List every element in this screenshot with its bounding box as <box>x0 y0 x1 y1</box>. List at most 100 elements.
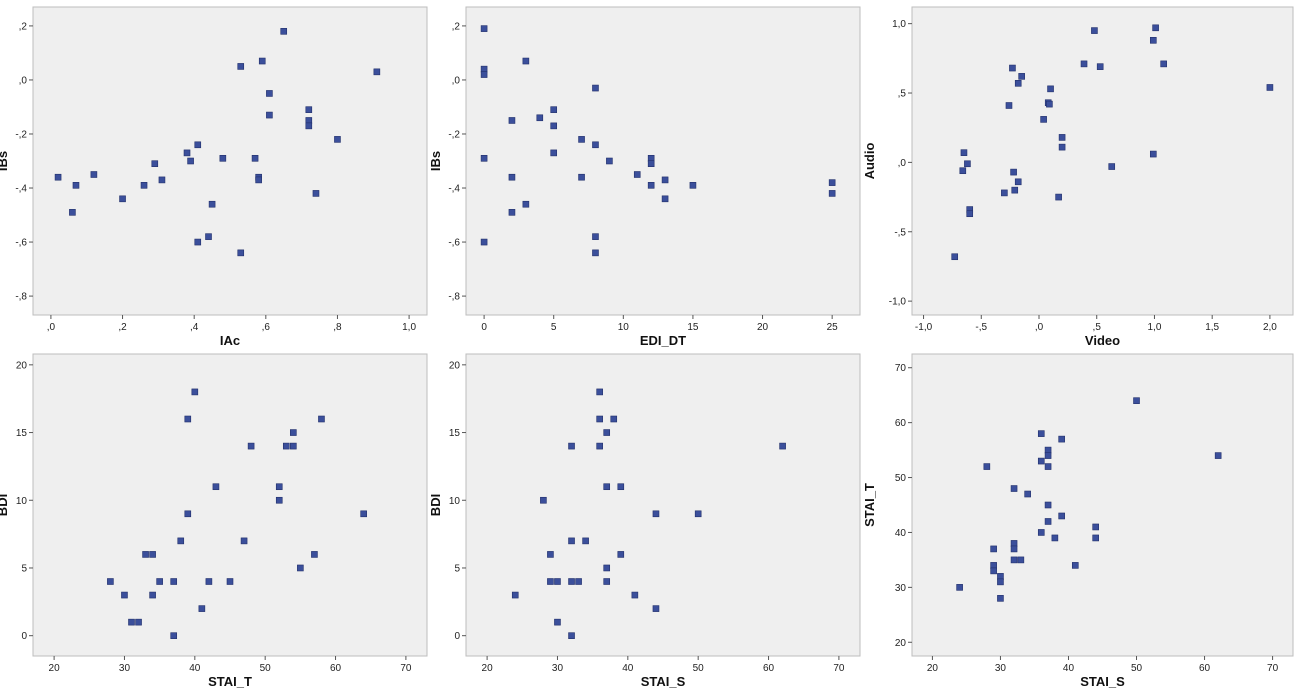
data-point <box>255 176 262 184</box>
data-point <box>964 160 971 168</box>
scatter-plot: 0 5 10 15 20 25 ,2 ,0 -,2 -,4 -,6 -,8 EDI_DT IBs <box>428 6 861 348</box>
data-point <box>603 578 611 585</box>
data-point <box>1058 435 1065 443</box>
data-point <box>578 136 585 143</box>
y-tick-label: 30 <box>895 583 907 594</box>
data-point <box>997 578 1004 586</box>
y-tick-label: 0 <box>454 631 460 642</box>
y-axis-title: IBs <box>0 151 10 171</box>
x-tick-label: 10 <box>618 322 630 333</box>
data-point <box>596 442 603 450</box>
x-axis-title: IAc <box>220 333 240 348</box>
x-tick-label: ,2 <box>118 322 127 333</box>
y-tick-label: 0 <box>21 631 27 642</box>
plot-area <box>465 353 861 657</box>
x-tick-label: 30 <box>552 663 564 674</box>
data-point <box>1152 24 1159 32</box>
data-point <box>184 510 192 518</box>
x-tick-label: 1,0 <box>402 322 416 333</box>
data-point <box>652 510 660 518</box>
data-point <box>1014 80 1022 87</box>
data-point <box>1160 60 1167 68</box>
data-point <box>578 173 585 181</box>
x-tick-label: 70 <box>1267 663 1279 674</box>
data-point <box>205 578 213 585</box>
data-point <box>997 595 1004 602</box>
y-tick-label: ,2 <box>19 21 28 32</box>
data-point <box>828 190 836 197</box>
data-point <box>540 496 547 504</box>
scatter-plot: ,0 ,2 ,4 ,6 ,8 1,0 ,2 ,0 -,2 -,4 -,6 -,8 IAc IBs <box>0 6 428 348</box>
data-point <box>290 429 297 436</box>
data-point <box>1266 84 1274 91</box>
data-point <box>647 154 655 162</box>
data-point <box>1024 490 1031 498</box>
x-tick-label: 20 <box>927 663 939 674</box>
data-point <box>1096 63 1104 70</box>
data-point <box>219 154 227 162</box>
data-point <box>1005 102 1013 109</box>
data-point <box>990 567 997 575</box>
data-point <box>1214 452 1222 459</box>
x-tick-label: 20 <box>482 663 494 674</box>
data-point <box>603 483 611 491</box>
data-point <box>575 578 582 585</box>
x-tick-label: ,0 <box>1035 322 1044 333</box>
plot-area <box>465 6 861 316</box>
y-axis-title: Audio <box>862 143 877 180</box>
data-point <box>212 483 220 491</box>
data-point <box>1010 485 1018 492</box>
data-point <box>1011 186 1019 194</box>
data-point <box>194 141 202 149</box>
data-point <box>1058 134 1066 141</box>
data-point <box>610 415 618 423</box>
data-point <box>107 578 114 585</box>
y-tick-label: 20 <box>449 360 461 371</box>
data-point <box>1058 143 1066 151</box>
data-point <box>54 173 62 181</box>
data-point <box>1010 168 1017 176</box>
scatter-panel-video-audio: -1,0 -,5 ,0 ,5 1,0 1,5 2,0 1,0 ,5 ,0 -,5 -1,0 Video A… <box>862 0 1300 349</box>
data-point <box>596 415 603 423</box>
y-tick-label: 5 <box>454 563 460 574</box>
x-tick-label: 70 <box>400 663 412 674</box>
data-point <box>522 200 530 208</box>
data-point <box>568 578 575 585</box>
data-point <box>275 483 283 491</box>
x-tick-label: 40 <box>622 663 634 674</box>
data-point <box>312 190 320 197</box>
data-point <box>592 233 599 240</box>
data-point <box>596 388 603 396</box>
data-point <box>617 551 625 558</box>
x-axis-title: STAI_S <box>1080 674 1125 689</box>
data-point <box>959 167 967 175</box>
plot-area <box>911 353 1294 657</box>
y-tick-label: -,2 <box>448 129 460 140</box>
data-point <box>184 415 192 423</box>
data-point <box>198 605 206 612</box>
data-point <box>119 195 126 203</box>
data-point <box>1092 534 1099 542</box>
data-point <box>694 510 702 518</box>
data-point <box>508 117 516 124</box>
x-tick-label: ,4 <box>190 322 199 333</box>
data-point <box>142 551 149 558</box>
data-point <box>956 584 963 591</box>
data-point <box>1044 446 1052 454</box>
data-point <box>1009 64 1016 72</box>
data-point <box>951 253 959 261</box>
data-point <box>1051 534 1059 542</box>
data-point <box>170 578 178 585</box>
data-point <box>135 618 142 626</box>
data-point <box>258 57 266 65</box>
y-tick-label: 60 <box>895 418 907 429</box>
y-tick-label: 70 <box>895 363 907 374</box>
x-tick-label: 50 <box>693 663 705 674</box>
data-point <box>568 537 575 545</box>
plot-area <box>32 353 428 657</box>
y-tick-label: ,0 <box>452 75 461 86</box>
y-tick-label: 15 <box>449 428 461 439</box>
data-point <box>480 154 488 162</box>
